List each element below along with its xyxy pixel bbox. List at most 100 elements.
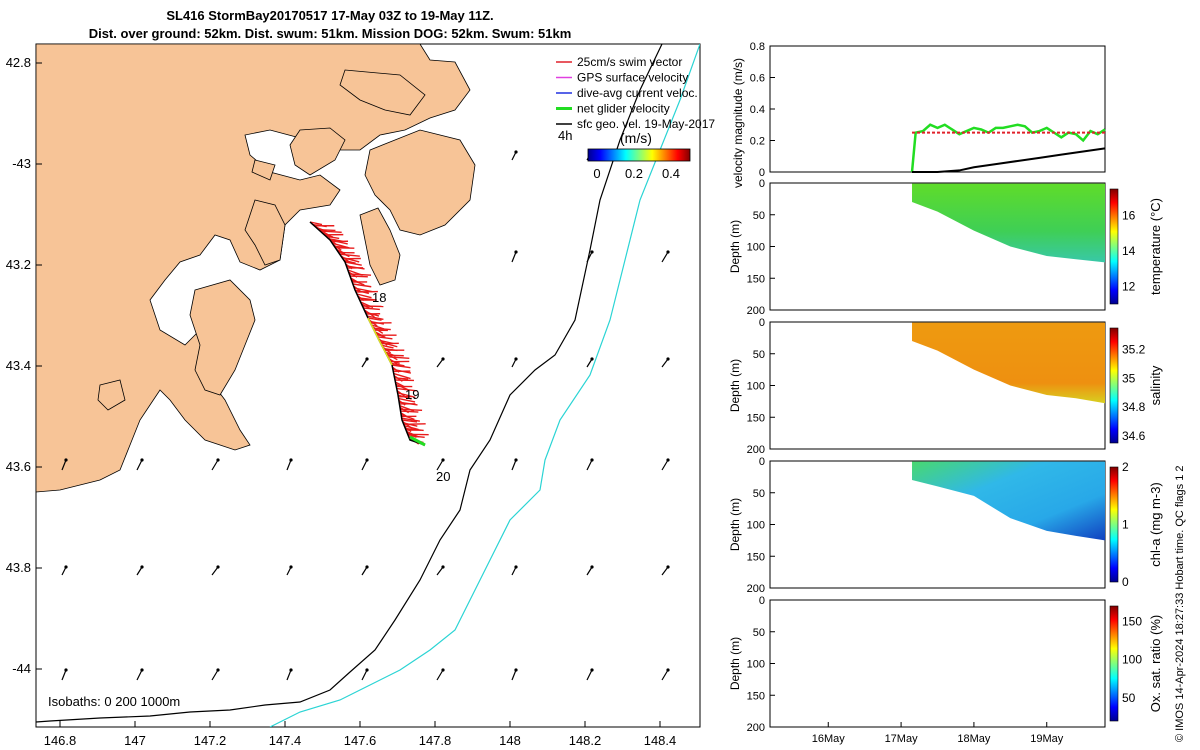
geo-arrow <box>61 669 67 681</box>
panel-colorbar <box>1109 327 1119 444</box>
swim-vector <box>401 417 420 422</box>
colorbar-tick-label: 150 <box>1122 614 1142 628</box>
map-ytick-label: 43.6 <box>6 459 31 474</box>
swim-vector <box>367 317 382 321</box>
time-axis: 16May 17May 18May 19May <box>812 722 1064 745</box>
swim-vector <box>319 230 342 234</box>
depth-tick-label: 50 <box>753 488 765 500</box>
section-field <box>912 183 1105 263</box>
velocity-axes-box <box>769 45 1106 173</box>
swim-vector <box>356 293 372 299</box>
swim-vector <box>339 253 360 257</box>
geo-arrow-head <box>365 668 369 672</box>
swim-vector <box>349 275 368 278</box>
geo-arrow-head <box>64 565 68 569</box>
colorbar-tick-label: 14 <box>1122 244 1136 258</box>
geo-arrow-head <box>590 250 594 254</box>
geo-arrow-head <box>289 668 293 672</box>
legend-label: GPS surface velocity <box>577 71 688 85</box>
speed-colorbar <box>587 148 691 162</box>
colorbar-tick-label: 0 <box>1122 575 1129 589</box>
geo-arrow-head <box>514 458 518 462</box>
velocity-ytick-label: 0.8 <box>750 41 765 53</box>
geo-arrow-head <box>514 668 518 672</box>
geo-arrow <box>211 669 219 681</box>
map-xtick-label: 148 <box>499 733 521 748</box>
geo-arrow-head <box>216 668 220 672</box>
swim-vector <box>377 336 393 340</box>
depth-tick-label: 0 <box>759 178 765 190</box>
velocity-ylabel: velocity magnitude (m/s) <box>731 57 745 188</box>
geo-arrow <box>136 459 143 471</box>
map-xtick-label: 148.2 <box>569 733 602 748</box>
legend-label: net glider velocity <box>577 102 670 116</box>
geo-arrow <box>436 358 444 368</box>
geo-arrow <box>661 251 669 263</box>
geo-arrow-head <box>514 250 518 254</box>
geo-arrow <box>586 669 593 681</box>
geo-arrow-head <box>590 565 594 569</box>
geo-arrow-head <box>666 357 670 361</box>
colorbar-label: temperature (°C) <box>1148 198 1163 295</box>
land-masses <box>36 44 476 493</box>
geo-arrow-head <box>441 357 445 361</box>
swim-vector <box>381 344 394 349</box>
map-ytick-label: -43 <box>12 156 31 171</box>
geo-arrow-head <box>590 357 594 361</box>
geo-arrow-head <box>441 458 445 462</box>
swim-vector <box>318 229 336 232</box>
island-northeast <box>339 69 426 116</box>
velocity-y-ticks: 0 0.2 0.4 0.6 0.8 <box>750 41 775 179</box>
depth-panel-3: 0 50 100 150 200 Depth (m) 0 1 2 chl-a (mg m-3) <box>728 456 1163 595</box>
colorbar-units: (m/s) <box>620 130 652 146</box>
time-tick-label: 18May <box>957 733 991 745</box>
colorbar-tick-2: 0.4 <box>662 166 680 181</box>
glider-net-velocity-end <box>409 435 426 447</box>
swim-vector <box>386 354 404 357</box>
geostrophic-arrows <box>61 150 670 681</box>
geo-arrow <box>286 459 292 471</box>
geo-arrow-head <box>216 458 220 462</box>
colorbar-hour-label: 4h <box>558 128 572 143</box>
velocity-ytick-label: 0 <box>759 167 765 179</box>
velocity-ytick-label: 0.4 <box>750 104 765 116</box>
depth-tick-label: 150 <box>747 690 765 702</box>
depth-panel-2: 0 50 100 150 200 Depth (m) 34.6 34.8 35 35.2salin… <box>728 317 1163 456</box>
map-y-ticks: 42.8 -43 43.2 43.4 43.6 43.8 -44 <box>6 55 42 676</box>
swim-vector <box>400 410 419 413</box>
depth-ylabel: Depth (m) <box>728 498 742 551</box>
geo-arrow <box>511 459 517 471</box>
swim-vector <box>400 408 423 412</box>
swim-vector <box>391 364 411 369</box>
south-arm <box>244 199 286 266</box>
geo-arrow <box>211 459 219 471</box>
geo-arrow <box>511 251 517 263</box>
panel-colorbar <box>1109 466 1119 583</box>
geo-arrow-head <box>140 565 144 569</box>
figure-title-line2: Dist. over ground: 52km. Dist. swum: 51k… <box>88 26 572 41</box>
legend-label: 25cm/s swim vector <box>577 55 682 69</box>
geo-arrow-head <box>64 458 68 462</box>
colorbar-label: chl-a (mg m-3) <box>1148 482 1163 567</box>
depth-tick-label: 50 <box>753 627 765 639</box>
geo-arrow-head <box>289 565 293 569</box>
bruny-island <box>189 279 256 396</box>
depth-tick-label: 50 <box>753 349 765 361</box>
geo-arrow <box>511 669 517 681</box>
footer-credit: © IMOS 14-Apr-2024 18:27:33 Hobart time.… <box>1174 465 1186 742</box>
panel-colorbar <box>1109 188 1119 305</box>
swim-vector <box>325 235 340 240</box>
swim-vector <box>344 261 362 266</box>
geo-arrow <box>436 459 444 471</box>
depth-ylabel: Depth (m) <box>728 637 742 690</box>
depth-tick-label: 100 <box>747 520 765 532</box>
swim-vector <box>363 307 380 311</box>
depth-ylabel: Depth (m) <box>728 359 742 412</box>
swim-vector <box>396 387 417 392</box>
depth-tick-label: 100 <box>747 381 765 393</box>
geo-arrow-head <box>64 668 68 672</box>
swim-vector <box>341 256 360 263</box>
depth-tick-label: 100 <box>747 242 765 254</box>
geo-arrow <box>661 358 669 368</box>
